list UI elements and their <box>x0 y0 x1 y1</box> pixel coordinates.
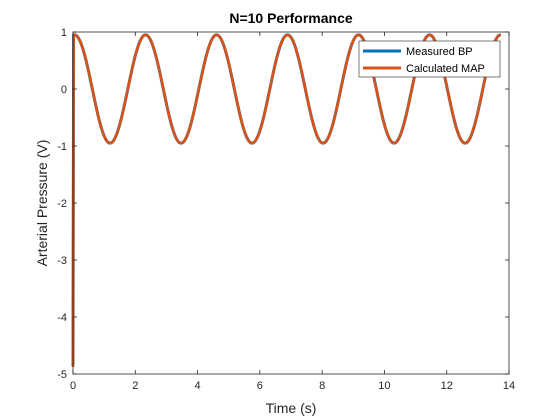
x-tick-label: 12 <box>441 380 453 392</box>
y-tick-label: -1 <box>57 141 67 153</box>
legend-box <box>358 40 501 78</box>
legend-label-calculated-map: Calculated MAP <box>406 63 485 75</box>
y-tick-label: 0 <box>61 84 67 96</box>
y-axis-label: Arterial Pressure (V) <box>34 140 50 267</box>
y-tick-label: -5 <box>57 369 67 381</box>
y-tick-label: 1 <box>61 27 67 39</box>
y-ticks: -5 -4 -3 -2 -1 0 1 <box>57 27 509 381</box>
y-tick-label: -4 <box>57 312 67 324</box>
x-tick-label: 0 <box>70 380 76 392</box>
x-tick-label: 8 <box>319 380 325 392</box>
series-line-calculated-map <box>71 33 501 367</box>
x-tick-label: 10 <box>378 380 390 392</box>
legend: Measured BP Calculated MAP <box>358 40 501 78</box>
x-tick-label: 4 <box>195 380 201 392</box>
x-tick-label: 6 <box>257 380 263 392</box>
plot-area <box>73 32 509 374</box>
y-tick-label: -3 <box>57 255 67 267</box>
chart-title: N=10 Performance <box>229 10 353 26</box>
legend-label-measured-bp: Measured BP <box>406 46 473 58</box>
x-tick-label: 2 <box>132 380 138 392</box>
y-tick-label: -2 <box>57 198 67 210</box>
x-axis-label: Time (s) <box>266 400 317 416</box>
x-ticks: 0 2 4 6 8 10 12 14 <box>70 32 515 392</box>
series-layer <box>71 33 502 367</box>
x-tick-label: 14 <box>503 380 515 392</box>
